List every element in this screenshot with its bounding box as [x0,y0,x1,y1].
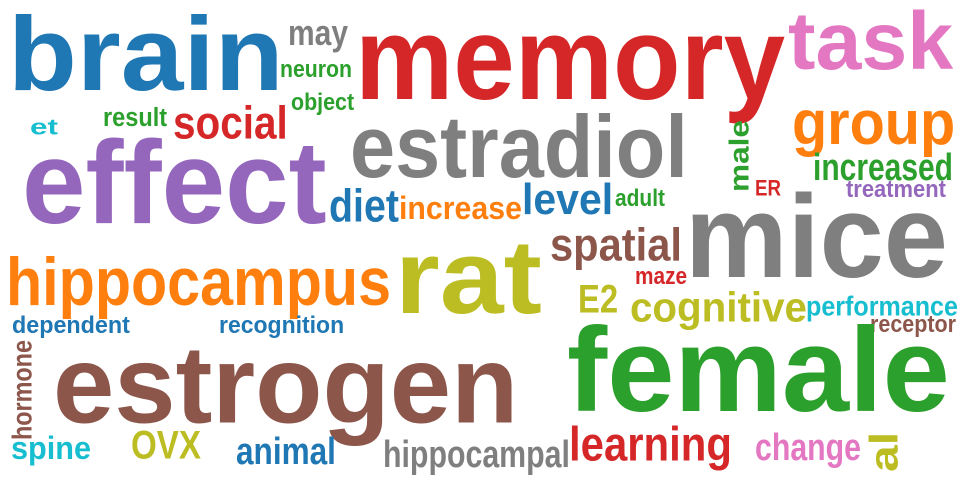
word-female: female [567,302,950,438]
word-spatial: spatial [550,219,682,271]
word-dependent: dependent [12,311,130,339]
word-treatment: treatment [846,175,946,203]
word-ovx: OVX [131,422,202,468]
word-change: change [755,425,862,469]
word-memory: memory [355,0,786,126]
word-recognition: recognition [219,311,345,339]
word-result: result [103,102,168,132]
word-et: et [30,114,58,140]
word-hippocampus: hippocampus [6,243,392,321]
word-learning: learning [569,417,732,471]
word-er: ER [755,175,781,201]
word-group: group [792,88,956,158]
word-may: may [288,12,349,54]
word-e2: E2 [578,276,619,322]
word-maze: maze [635,262,688,290]
word-task: task [788,0,954,87]
word-hippocampal: hippocampal [383,432,570,476]
word-neuron: neuron [280,55,352,83]
word-cognitive: cognitive [630,283,807,331]
word-hormone: hormone [6,340,38,440]
word-mice: mice [685,170,948,304]
word-estradiol: estradiol [350,97,688,197]
word-estrogen: estrogen [53,323,519,447]
word-brain: brain [8,0,284,114]
word-diet: diet [329,180,399,232]
word-rat: rat [395,218,542,337]
word-increased: increased [813,145,953,189]
word-social: social [173,97,288,149]
word-receptor: receptor [870,310,957,338]
word-object: object [291,88,355,116]
word-animal: animal [236,429,336,473]
word-effect: effect [22,116,327,250]
word-adult: adult [615,184,665,212]
word-level: level [522,174,614,224]
word-performance: performance [806,290,958,322]
word-spine: spine [11,430,92,466]
word-al: al [861,431,907,472]
word-increase: increase [399,190,522,226]
